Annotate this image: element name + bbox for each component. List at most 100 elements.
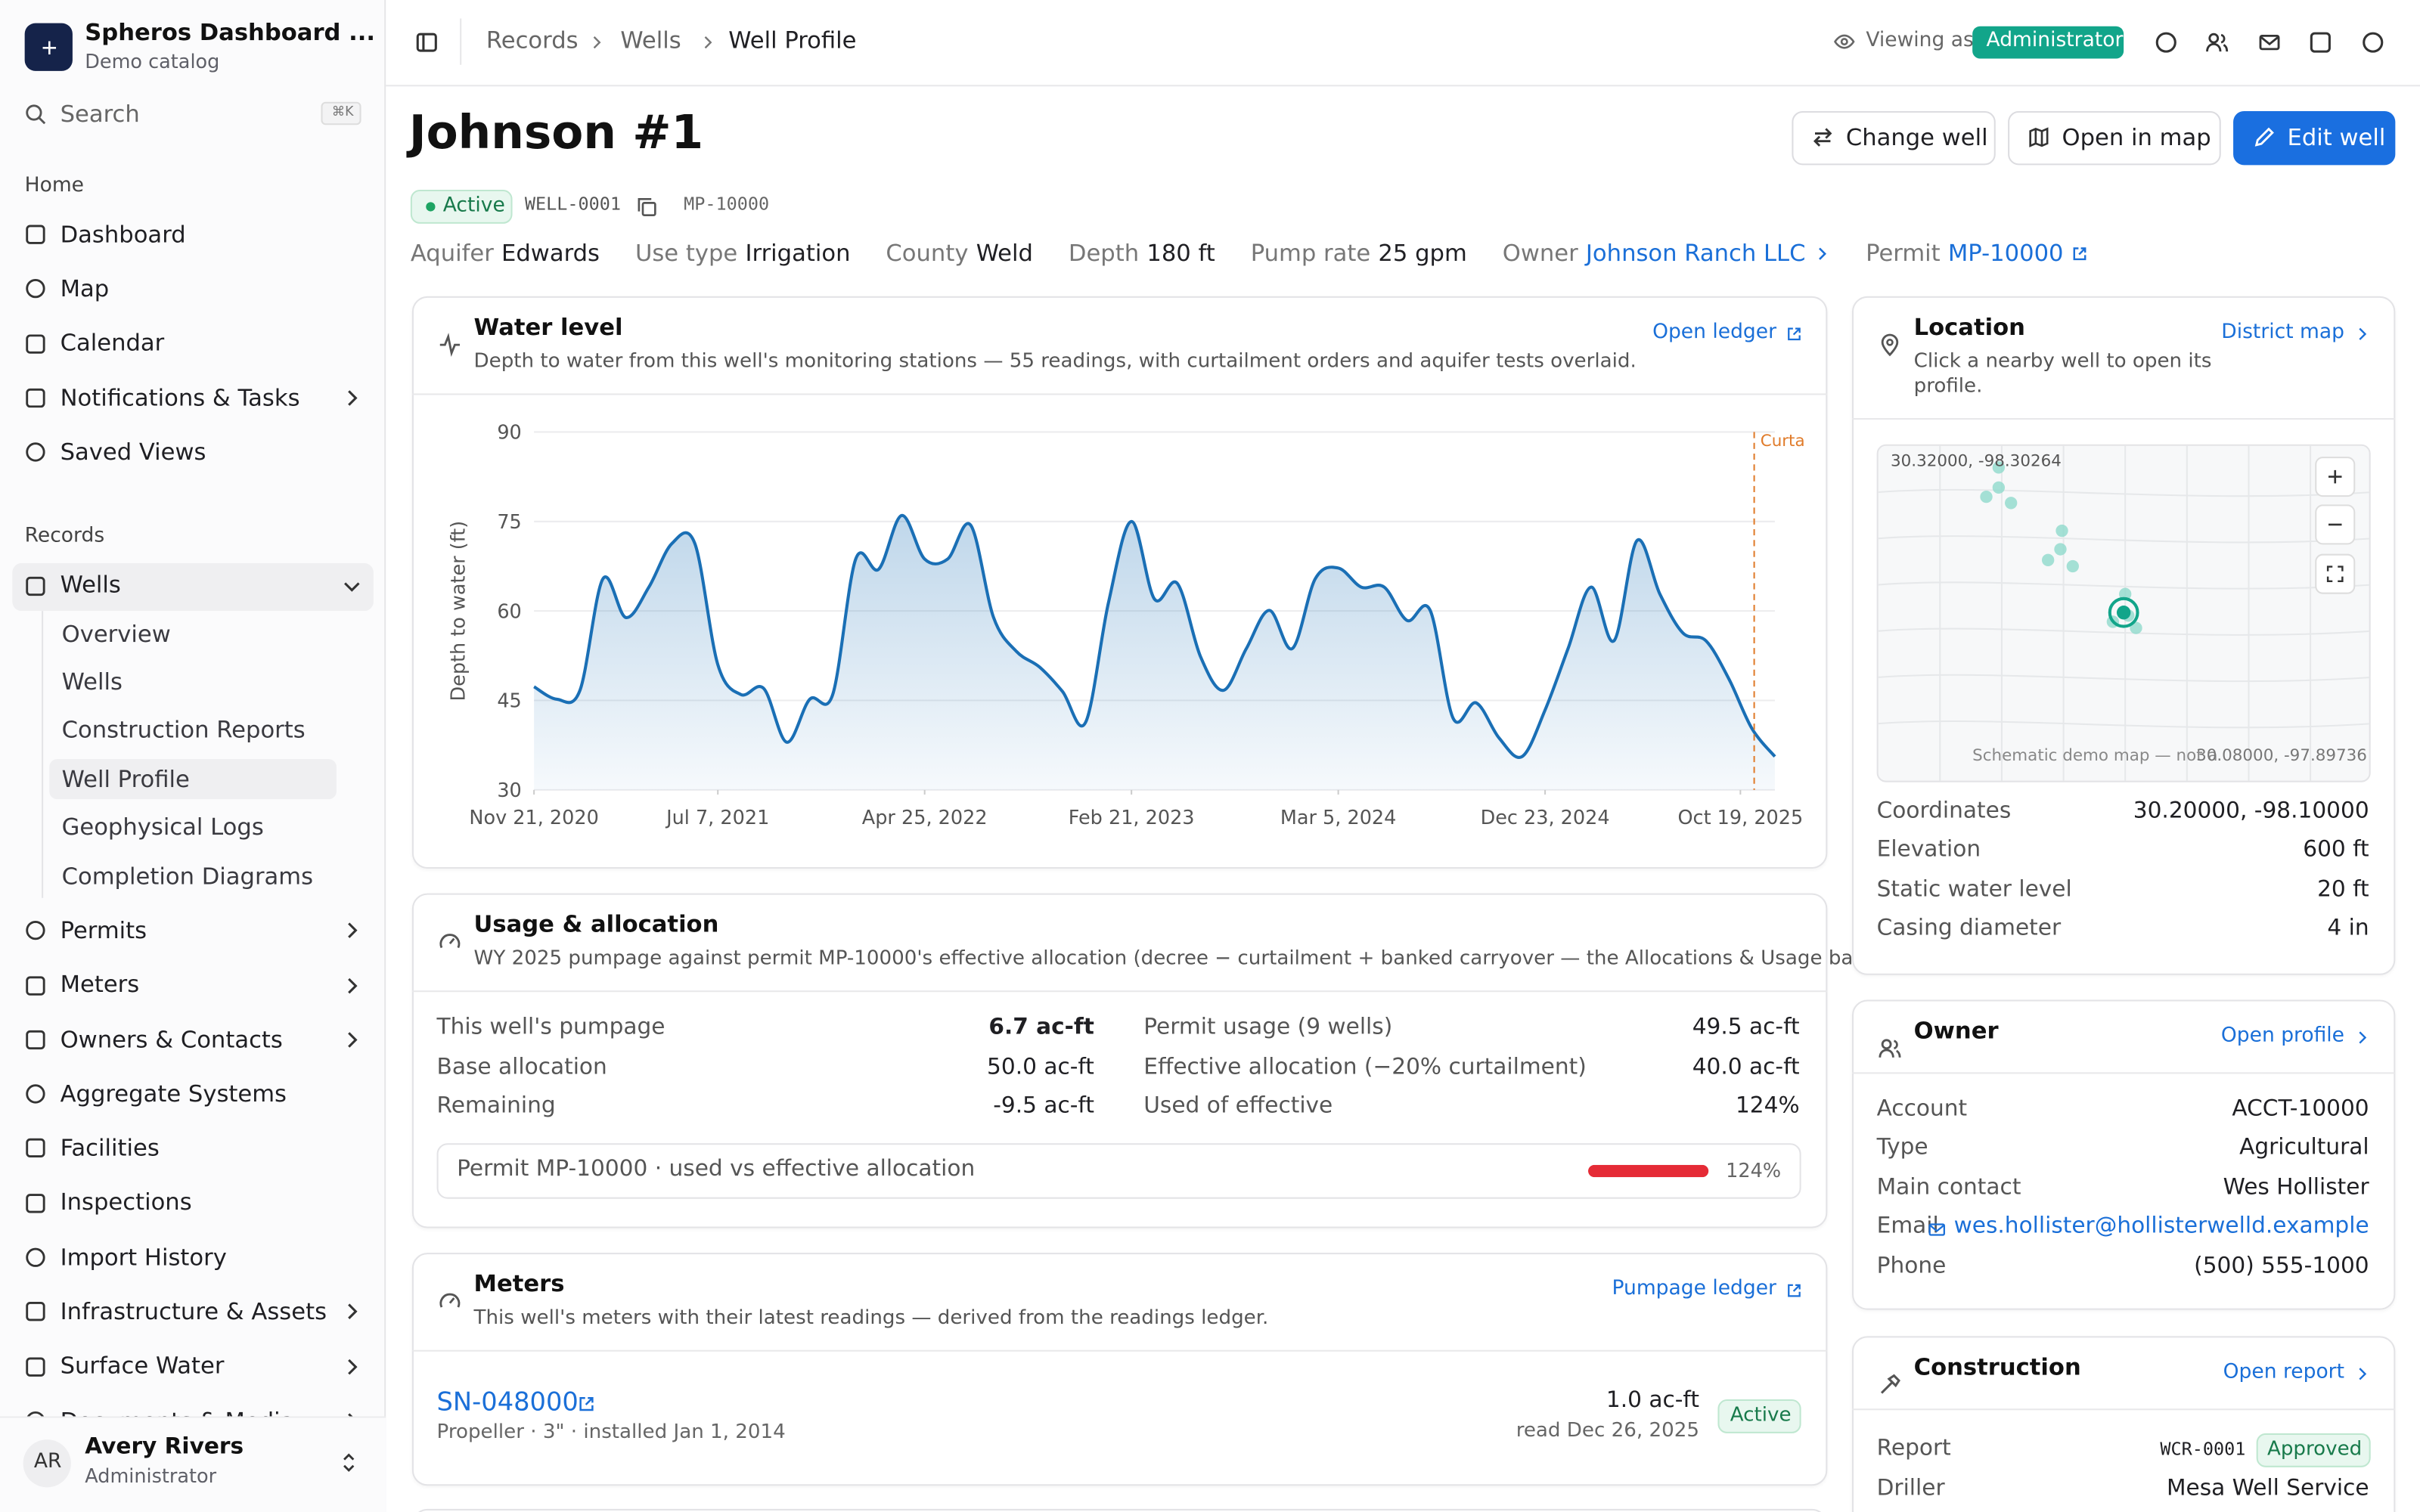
fact: Aquifer Edwards <box>411 239 600 267</box>
fact-value[interactable]: MP-10000 <box>1947 239 2064 268</box>
card-divider <box>411 393 1828 395</box>
card-divider <box>1851 1072 2396 1074</box>
nav-sub-item[interactable]: Wells <box>61 668 123 696</box>
nav-item[interactable]: Wells <box>60 571 121 600</box>
nav-item[interactable]: Infrastructure & Assets <box>60 1297 327 1326</box>
usage-bar <box>1588 1164 1709 1178</box>
map-coord-bottom-right: 30.08000, -97.89736 <box>2196 747 2367 767</box>
header-icon <box>2258 33 2279 50</box>
fact-value[interactable]: wes.hollister@hollisterwelld.example <box>1953 1214 2369 1240</box>
card-icon <box>439 933 460 948</box>
status: Active <box>442 194 505 218</box>
button[interactable] <box>2008 110 2221 166</box>
header-icon <box>2362 31 2383 52</box>
button-label[interactable]: Edit well <box>2287 122 2386 151</box>
card-divider <box>411 1349 1828 1352</box>
card-description: Depth to water from this well's monitori… <box>473 350 1637 374</box>
user-menu <box>343 1453 355 1472</box>
nav-item[interactable]: Meters <box>60 971 140 999</box>
fact: Pump rate 25 gpm <box>1251 239 1467 267</box>
nav-item[interactable]: Dashboard <box>60 220 186 248</box>
nav-icon <box>26 1084 45 1104</box>
nav-item[interactable]: Notifications & Tasks <box>60 383 300 412</box>
usage-value: 49.5 ac-ft <box>1692 1015 1800 1040</box>
map <box>1876 444 2371 782</box>
nav-item[interactable]: Surface Water <box>60 1352 225 1380</box>
nav: Home Dashboard Map Calendar Notifications & … <box>0 0 386 1417</box>
nav-item[interactable]: Import History <box>60 1243 227 1271</box>
breadcrumb[interactable]: Wells <box>620 26 681 54</box>
y-tick-label: 30 <box>497 779 521 802</box>
nav-sub-item[interactable]: Construction Reports <box>61 716 306 745</box>
card-link-icon <box>1787 327 1800 341</box>
fact-value: Edwards <box>501 239 600 268</box>
usage-bar-box <box>436 1143 1801 1199</box>
map-canvas[interactable] <box>1878 445 2371 782</box>
fact-value[interactable]: Johnson Ranch LLC <box>1585 239 1806 268</box>
meter-status: Active <box>1730 1404 1792 1427</box>
nav-sub-item[interactable]: Overview <box>61 619 171 648</box>
nav-group-label: Home <box>24 174 85 198</box>
fact-value: Mesa Well Service <box>2166 1476 2369 1501</box>
search[interactable]: Search <box>60 100 140 128</box>
usage-label: Remaining <box>436 1093 556 1119</box>
fact-label: Aquifer <box>410 239 494 268</box>
nav-icon <box>348 1359 358 1374</box>
map-control[interactable] <box>2315 553 2356 594</box>
water-level-chart: 30 45 60 75 90 Nov 21, 2020 Jul 7, 2021 Apr 25,… <box>447 422 1804 829</box>
usage-value: 124% <box>1735 1093 1800 1119</box>
x-tick-label: Apr 25, 2022 <box>862 807 988 829</box>
card-link[interactable]: Open report <box>2223 1360 2344 1384</box>
fact-label: Use type <box>634 239 738 268</box>
nav-item[interactable]: Permits <box>60 916 147 944</box>
usage-label: Base allocation <box>436 1055 607 1080</box>
breadcrumb[interactable]: Records <box>486 26 579 54</box>
usage-value: -9.5 ac-ft <box>993 1093 1094 1119</box>
nav-sub-item[interactable]: Well Profile <box>61 764 190 793</box>
nav-item[interactable]: Calendar <box>60 329 165 358</box>
card-link[interactable]: Open profile <box>2220 1024 2344 1048</box>
avatar-initials: AR <box>33 1450 62 1473</box>
y-tick-label: 90 <box>497 422 521 445</box>
well-id: WELL-0001 <box>524 193 622 215</box>
x-tick-label: Nov 21, 2020 <box>469 807 598 829</box>
card-link[interactable]: District map <box>2221 321 2344 344</box>
fact-label: Static water level <box>1876 877 2072 903</box>
card-link[interactable]: Open ledger <box>1652 321 1776 344</box>
fact-label: Report <box>1876 1436 1951 1461</box>
button[interactable] <box>1792 110 1996 166</box>
catalog: Demo catalog <box>85 49 220 73</box>
report-status: Approved <box>2266 1438 2363 1461</box>
logo-mark <box>42 40 56 54</box>
nav-item[interactable]: Facilities <box>60 1134 160 1162</box>
nav-active-row <box>12 562 374 611</box>
search-icon <box>26 104 46 125</box>
button-label[interactable]: Open in map <box>2062 122 2211 151</box>
fact-value: 30.20000, -98.10000 <box>2133 799 2369 824</box>
nav-item[interactable]: Owners & Contacts <box>60 1025 283 1053</box>
x-tick-label: Dec 23, 2024 <box>1481 807 1610 829</box>
nav-icon <box>348 390 358 406</box>
nav-icon <box>26 388 45 407</box>
nav-icon <box>344 581 360 591</box>
card-link[interactable]: Pumpage ledger <box>1612 1277 1776 1301</box>
nav-item[interactable]: Documents & Media <box>60 1406 295 1416</box>
nav-item[interactable]: Map <box>60 274 110 302</box>
meter-id[interactable]: SN-048000 <box>436 1387 579 1416</box>
map-control-icon <box>2326 565 2344 583</box>
x-tick-label: Feb 21, 2023 <box>1069 807 1195 829</box>
nav-sub-item[interactable]: Completion Diagrams <box>61 861 314 890</box>
nav-item[interactable]: Aggregate Systems <box>60 1080 287 1108</box>
fact: County Weld <box>886 239 1033 267</box>
map-control-icon <box>2328 523 2342 526</box>
nav-sub-item[interactable]: Geophysical Logs <box>61 813 264 841</box>
y-tick-label: 60 <box>497 600 521 623</box>
nav-item[interactable]: Saved Views <box>60 438 206 466</box>
fact-label: Depth <box>1068 239 1140 268</box>
nav-item[interactable]: Inspections <box>60 1188 192 1216</box>
nav-icon <box>26 225 45 244</box>
nav-icon <box>26 1139 45 1158</box>
button-label[interactable]: Change well <box>1845 122 1988 151</box>
fact-label: Account <box>1876 1097 1968 1122</box>
sidebar-toggle <box>415 32 436 51</box>
